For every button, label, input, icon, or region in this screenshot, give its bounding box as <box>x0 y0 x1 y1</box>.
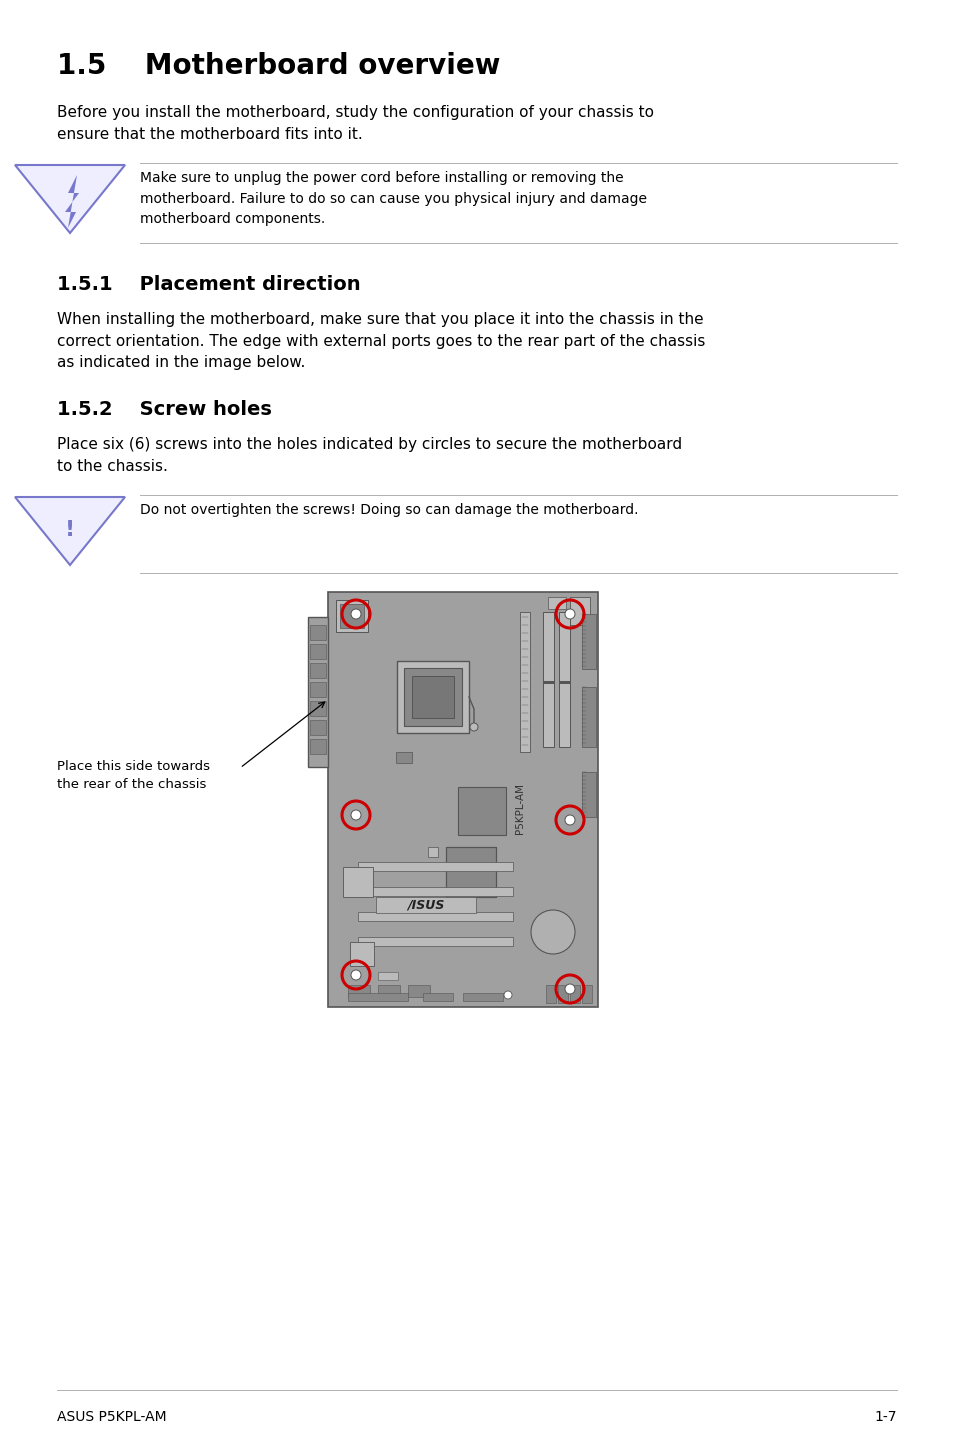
FancyBboxPatch shape <box>335 600 368 631</box>
Text: 1.5.2    Screw holes: 1.5.2 Screw holes <box>57 400 272 418</box>
FancyBboxPatch shape <box>310 644 326 659</box>
Polygon shape <box>65 175 79 229</box>
FancyBboxPatch shape <box>396 661 469 733</box>
FancyBboxPatch shape <box>357 912 513 920</box>
FancyBboxPatch shape <box>446 847 496 897</box>
FancyBboxPatch shape <box>375 897 476 913</box>
Text: Place six (6) screws into the holes indicated by circles to secure the motherboa: Place six (6) screws into the holes indi… <box>57 437 681 473</box>
Circle shape <box>531 910 575 953</box>
FancyBboxPatch shape <box>310 720 326 735</box>
FancyBboxPatch shape <box>377 972 397 981</box>
Circle shape <box>503 991 512 999</box>
FancyBboxPatch shape <box>519 613 530 752</box>
FancyBboxPatch shape <box>310 682 326 697</box>
Text: Before you install the motherboard, study the configuration of your chassis to
e: Before you install the motherboard, stud… <box>57 105 654 141</box>
Text: When installing the motherboard, make sure that you place it into the chassis in: When installing the motherboard, make su… <box>57 312 704 370</box>
FancyBboxPatch shape <box>558 682 569 684</box>
FancyBboxPatch shape <box>569 985 579 1002</box>
Text: Do not overtighten the screws! Doing so can damage the motherboard.: Do not overtighten the screws! Doing so … <box>140 503 638 518</box>
Circle shape <box>564 815 575 825</box>
Text: 1.5    Motherboard overview: 1.5 Motherboard overview <box>57 52 500 81</box>
FancyBboxPatch shape <box>328 592 598 1007</box>
FancyBboxPatch shape <box>558 985 567 1002</box>
Text: !: ! <box>65 521 75 541</box>
Polygon shape <box>15 165 125 233</box>
FancyBboxPatch shape <box>581 772 596 817</box>
FancyBboxPatch shape <box>581 985 592 1002</box>
FancyBboxPatch shape <box>310 700 326 716</box>
FancyBboxPatch shape <box>310 626 326 640</box>
FancyBboxPatch shape <box>408 985 430 997</box>
FancyBboxPatch shape <box>308 617 328 766</box>
FancyBboxPatch shape <box>357 887 513 896</box>
Circle shape <box>564 984 575 994</box>
FancyBboxPatch shape <box>581 614 596 669</box>
FancyBboxPatch shape <box>581 687 596 746</box>
FancyBboxPatch shape <box>428 847 437 857</box>
Text: ASUS P5KPL-AM: ASUS P5KPL-AM <box>57 1411 167 1424</box>
FancyBboxPatch shape <box>457 787 505 835</box>
FancyBboxPatch shape <box>412 676 454 718</box>
FancyBboxPatch shape <box>339 604 364 628</box>
FancyBboxPatch shape <box>357 861 513 871</box>
Circle shape <box>351 971 360 981</box>
FancyBboxPatch shape <box>403 669 461 726</box>
FancyBboxPatch shape <box>462 994 502 1001</box>
Polygon shape <box>15 498 125 565</box>
FancyBboxPatch shape <box>558 613 569 746</box>
FancyBboxPatch shape <box>310 663 326 677</box>
FancyBboxPatch shape <box>569 597 589 626</box>
FancyBboxPatch shape <box>357 938 513 946</box>
FancyBboxPatch shape <box>545 985 556 1002</box>
FancyBboxPatch shape <box>343 867 373 897</box>
Text: Place this side towards
the rear of the chassis: Place this side towards the rear of the … <box>57 761 210 791</box>
Text: Make sure to unplug the power cord before installing or removing the
motherboard: Make sure to unplug the power cord befor… <box>140 171 646 226</box>
FancyBboxPatch shape <box>542 682 554 684</box>
FancyBboxPatch shape <box>348 985 370 997</box>
FancyBboxPatch shape <box>547 597 565 610</box>
Circle shape <box>351 810 360 820</box>
FancyBboxPatch shape <box>350 942 374 966</box>
Text: 1-7: 1-7 <box>874 1411 896 1424</box>
Text: P5KPL-AM: P5KPL-AM <box>515 784 524 834</box>
FancyBboxPatch shape <box>422 994 453 1001</box>
Text: /ISUS: /ISUS <box>407 899 444 912</box>
Text: 1.5.1    Placement direction: 1.5.1 Placement direction <box>57 275 360 293</box>
FancyBboxPatch shape <box>348 994 408 1001</box>
Circle shape <box>564 610 575 618</box>
Circle shape <box>351 610 360 618</box>
FancyBboxPatch shape <box>310 739 326 754</box>
FancyBboxPatch shape <box>542 613 554 746</box>
FancyBboxPatch shape <box>395 752 412 764</box>
FancyBboxPatch shape <box>377 985 399 997</box>
Circle shape <box>470 723 477 731</box>
